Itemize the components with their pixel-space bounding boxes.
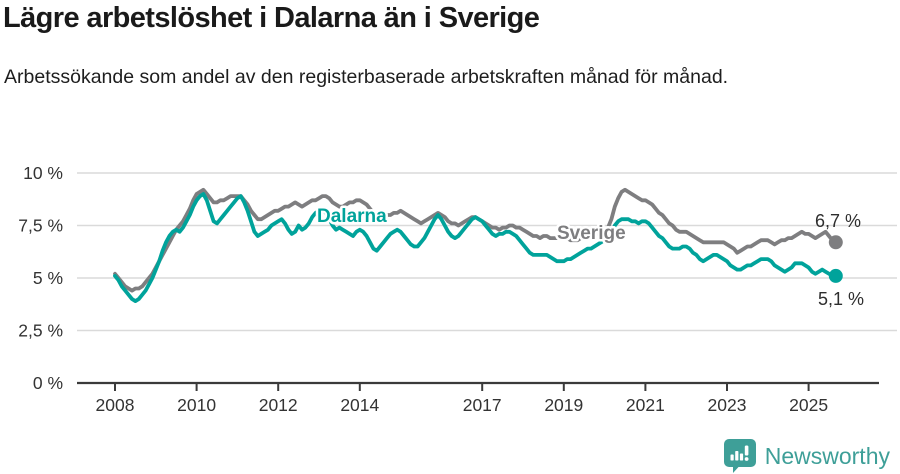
y-axis-label: 10 %: [23, 163, 63, 183]
end-dot-sverige: [828, 235, 843, 250]
end-value-label-dalarna: 5,1 %: [818, 289, 864, 309]
y-axis-label: 2,5 %: [18, 321, 63, 341]
series-label-dalarna: Dalarna: [317, 206, 387, 227]
y-axis-label: 5 %: [33, 268, 63, 288]
x-axis-label: 2025: [789, 395, 828, 415]
chart-subtitle: Arbetssökande som andel av den registerb…: [4, 66, 729, 88]
end-value-label-sverige: 6,7 %: [815, 211, 861, 231]
x-axis-label: 2014: [340, 395, 379, 415]
x-axis-label: 2017: [463, 395, 502, 415]
newsworthy-logo: Newsworthy: [723, 438, 890, 474]
x-axis-label: 2012: [259, 395, 298, 415]
series-label-sverige: Sverige: [557, 223, 626, 244]
page-title: Lägre arbetslöshet i Dalarna än i Sverig…: [3, 2, 540, 34]
x-axis-label: 2021: [626, 395, 665, 415]
x-axis-label: 2010: [177, 395, 216, 415]
y-axis-label: 0 %: [33, 373, 63, 393]
series-line-sverige: [113, 187, 838, 293]
newsworthy-logo-text: Newsworthy: [764, 442, 890, 469]
x-axis-label: 2008: [96, 395, 135, 415]
x-axis-label: 2019: [544, 395, 583, 415]
bar-chart-speech-bubble-icon: [723, 439, 756, 473]
y-axis-label: 7,5 %: [18, 216, 63, 236]
series-line-dalarna: [113, 192, 838, 303]
end-dot-dalarna: [828, 268, 843, 283]
x-axis-label: 2023: [708, 395, 747, 415]
